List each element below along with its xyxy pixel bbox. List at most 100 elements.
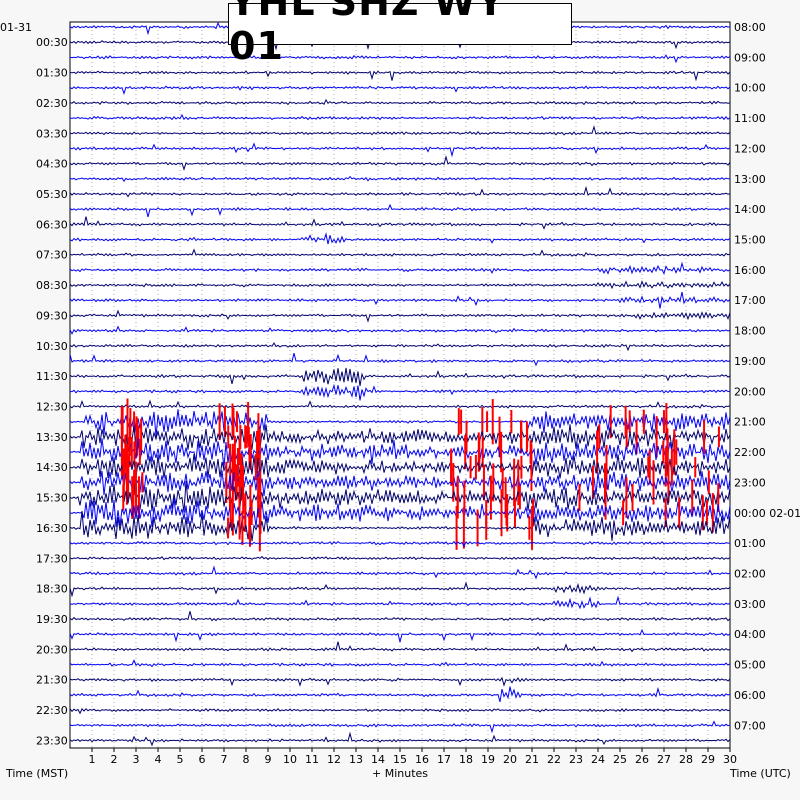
trace-line xyxy=(69,720,731,734)
trace-line xyxy=(69,185,731,198)
minute-tick-label: 19 xyxy=(481,753,495,766)
trace-line xyxy=(69,280,731,290)
left-time-label: 21:30 xyxy=(36,674,68,687)
right-time-label: 19:00 xyxy=(734,355,766,368)
trace-line xyxy=(69,480,731,513)
minute-tick-label: 8 xyxy=(243,753,250,766)
trace-line xyxy=(69,565,731,580)
left-time-label: 03:30 xyxy=(36,127,68,140)
trace-line xyxy=(69,595,731,610)
trace-line xyxy=(69,399,731,409)
left-time-label: 22:30 xyxy=(36,704,68,717)
left-time-label: 16:30 xyxy=(36,522,68,535)
right-time-label: 14:00 xyxy=(734,203,766,216)
right-time-label: 07:00 xyxy=(734,719,766,732)
trace-line xyxy=(69,291,731,309)
left-time-label: 09:30 xyxy=(36,309,68,322)
trace-line xyxy=(69,453,731,479)
left-time-label: 10:30 xyxy=(36,340,68,353)
minute-tick-label: 13 xyxy=(349,753,363,766)
trace-group xyxy=(69,18,731,747)
right-time-label: 06:00 xyxy=(734,689,766,702)
minute-ticks: 1 2 3 4 5 6 7 8 9 10 11 12 13 14 15 16 17 18 19 20 21 22 23 24 2… xyxy=(89,748,737,766)
minute-tick-label: 21 xyxy=(525,753,539,766)
chart-title: YHL SHZ WY 01 xyxy=(228,0,572,68)
trace-line xyxy=(69,424,731,452)
trace-line xyxy=(69,611,731,622)
right-time-label: 18:00 xyxy=(734,325,766,338)
right-time-label: 00:00 02-01 xyxy=(734,507,800,520)
right-time-label: 02:00 xyxy=(734,567,766,580)
left-axis-label: Time (MST) xyxy=(5,767,68,780)
trace-line xyxy=(69,155,731,171)
left-time-label: 06:30 xyxy=(36,218,68,231)
trace-line xyxy=(69,641,731,653)
left-time-label: 12:30 xyxy=(36,401,68,414)
trace-line xyxy=(69,98,731,106)
minute-tick-label: 6 xyxy=(199,753,206,766)
minute-tick-label: 27 xyxy=(657,753,671,766)
left-time-label: 23:30 xyxy=(36,734,68,747)
right-axis-label: Time (UTC) xyxy=(729,767,791,780)
trace-line xyxy=(69,409,731,437)
trace-line xyxy=(69,470,731,497)
left-time-label: 19:30 xyxy=(36,613,68,626)
trace-line xyxy=(69,555,731,561)
grid xyxy=(91,22,709,748)
right-time-label: 12:00 xyxy=(734,142,766,155)
left-time-label: 00:30 xyxy=(36,36,68,49)
left-time-label: 15:30 xyxy=(36,492,68,505)
left-time-label: 14:30 xyxy=(36,461,68,474)
minute-tick-label: 5 xyxy=(177,753,184,766)
minute-tick-label: 14 xyxy=(371,753,385,766)
minute-tick-label: 26 xyxy=(635,753,649,766)
minute-tick-label: 23 xyxy=(569,753,583,766)
right-time-label: 11:00 xyxy=(734,112,766,125)
trace-line xyxy=(69,203,731,218)
left-time-labels: 00:30 01:30 02:30 03:30 04:30 05:30 06:30 07:30… xyxy=(36,36,68,747)
right-time-label: 21:00 xyxy=(734,416,766,429)
right-time-labels: 08:00 09:00 10:00 11:00 12:00 13:00 14:00 15:00… xyxy=(734,21,800,732)
minute-tick-label: 30 xyxy=(723,753,737,766)
minute-tick-label: 4 xyxy=(155,753,162,766)
minute-tick-label: 18 xyxy=(459,753,473,766)
left-time-label: 04:30 xyxy=(36,158,68,171)
left-time-label: 07:30 xyxy=(36,249,68,262)
trace-line xyxy=(69,113,731,121)
minute-tick-label: 16 xyxy=(415,753,429,766)
minute-tick-label: 11 xyxy=(305,753,319,766)
right-time-label: 08:00 xyxy=(734,21,766,34)
right-time-label: 01:00 xyxy=(734,537,766,550)
minute-tick-label: 2 xyxy=(111,753,118,766)
trace-line xyxy=(69,216,731,230)
trace-line xyxy=(69,540,730,548)
trace-line xyxy=(69,383,731,401)
right-time-label: 05:00 xyxy=(734,659,766,672)
minute-tick-label: 25 xyxy=(613,753,627,766)
trace-line xyxy=(69,686,731,703)
trace-line xyxy=(69,510,731,542)
left-time-label: 05:30 xyxy=(36,188,68,201)
minute-tick-label: 12 xyxy=(327,753,341,766)
minute-tick-label: 28 xyxy=(679,753,693,766)
right-time-label: 13:00 xyxy=(734,173,766,186)
right-time-label: 03:00 xyxy=(734,598,766,611)
trace-line xyxy=(69,70,731,82)
trace-line xyxy=(69,581,731,598)
minute-tick-label: 7 xyxy=(221,753,228,766)
minute-tick-label: 22 xyxy=(547,753,561,766)
trace-line xyxy=(69,261,731,275)
trace-line xyxy=(69,309,731,323)
trace-line xyxy=(69,367,731,387)
left-time-label: 18:30 xyxy=(36,583,68,596)
trace-line xyxy=(69,248,731,257)
trace-line xyxy=(69,325,731,335)
right-time-label: 20:00 xyxy=(734,385,766,398)
right-time-label: 09:00 xyxy=(734,51,766,64)
minute-tick-label: 29 xyxy=(701,753,715,766)
minute-tick-label: 3 xyxy=(133,753,140,766)
trace-line xyxy=(69,175,731,183)
minute-tick-label: 10 xyxy=(283,753,297,766)
left-time-label: 11:30 xyxy=(36,370,68,383)
